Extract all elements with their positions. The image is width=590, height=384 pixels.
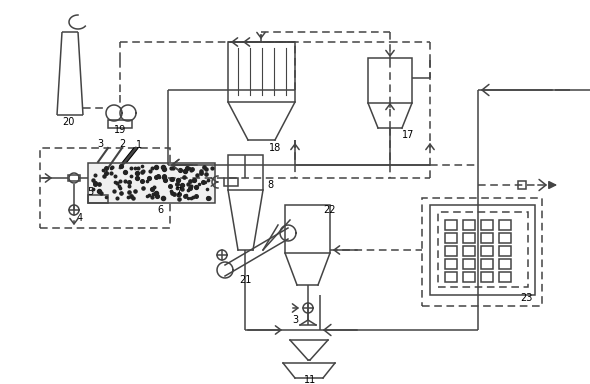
Bar [422,198,542,306]
Bar [518,181,526,189]
Bar [499,233,511,243]
Bar [445,272,457,282]
Text: 22: 22 [324,205,336,215]
Text: 7: 7 [175,187,181,197]
Text: 18: 18 [269,143,281,153]
Text: 8: 8 [267,180,273,190]
Bar [368,58,412,103]
Text: 1: 1 [136,140,142,150]
Text: 6: 6 [157,205,163,215]
Bar [88,195,108,203]
Text: 11: 11 [304,375,316,384]
Bar [40,148,170,228]
Bar [463,259,475,269]
Bar [481,246,493,256]
Bar [481,233,493,243]
Bar [463,246,475,256]
Bar [463,233,475,243]
Bar [108,120,132,128]
Bar [445,246,457,256]
Text: 4: 4 [77,213,83,223]
Text: 21: 21 [239,275,251,285]
Text: 23: 23 [520,293,532,303]
Text: 19: 19 [114,125,126,135]
Bar [228,155,263,190]
Bar [88,163,215,203]
Text: 2: 2 [119,139,125,149]
Bar [228,42,295,102]
Text: 3: 3 [97,139,103,149]
Bar [445,233,457,243]
Bar [481,272,493,282]
Bar [285,205,330,253]
Bar [445,259,457,269]
Text: 3: 3 [292,315,298,325]
Polygon shape [118,148,138,168]
Bar [499,220,511,230]
Bar [463,220,475,230]
Text: 5: 5 [87,187,93,197]
Text: 20: 20 [62,117,74,127]
Bar [438,212,528,287]
Bar [481,259,493,269]
Bar [430,205,535,295]
Bar [481,220,493,230]
Bar [224,178,238,186]
Text: 17: 17 [402,130,414,140]
Bar [499,259,511,269]
Bar [499,246,511,256]
Bar [499,272,511,282]
Bar [463,272,475,282]
Bar [445,220,457,230]
Bar [68,175,80,181]
